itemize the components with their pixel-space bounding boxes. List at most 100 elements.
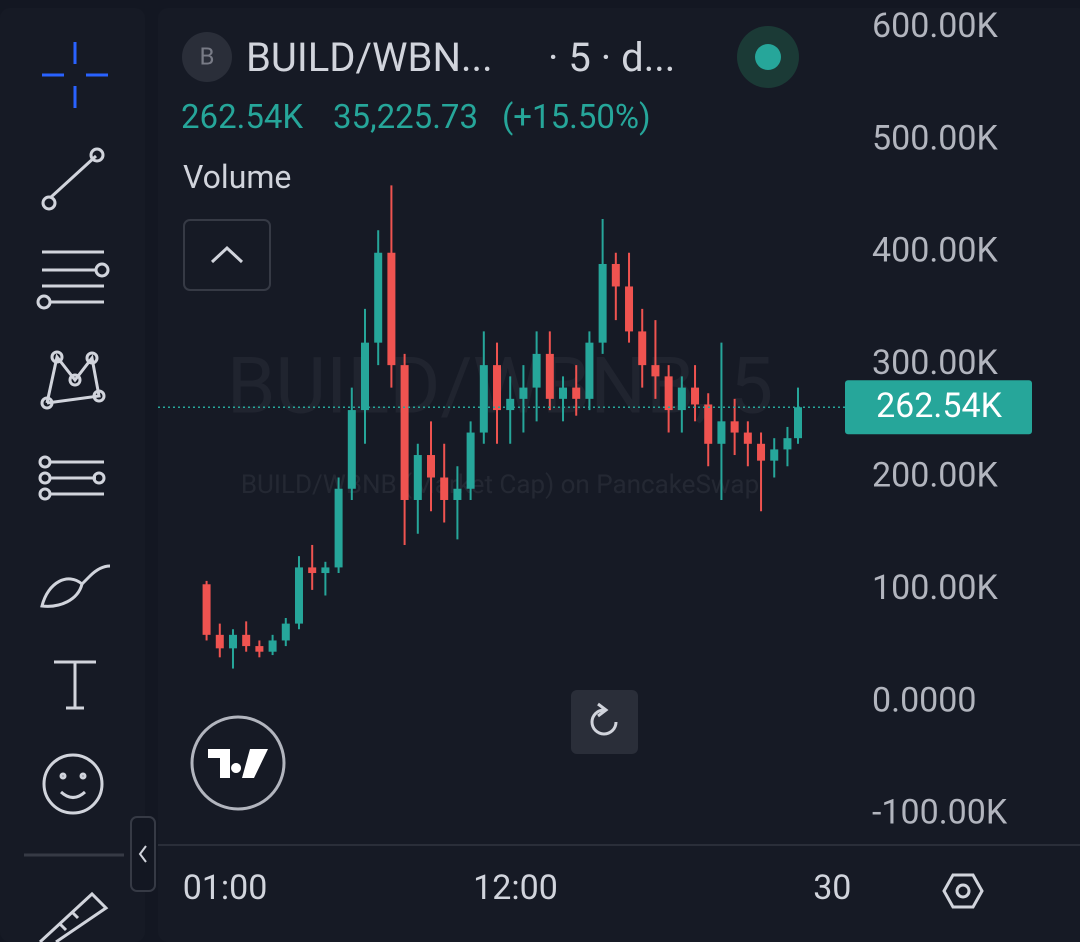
collapse-indicator-arrow[interactable]	[210, 245, 244, 264]
candle-body	[506, 398, 515, 411]
candle-body	[572, 387, 581, 399]
fib-tool[interactable]	[36, 250, 110, 310]
symbol: BUILD/WBN...	[246, 34, 493, 81]
candle-body	[770, 449, 779, 461]
y-tick-label: 600.00K	[872, 6, 999, 46]
candle-body	[638, 331, 647, 366]
last-price-box	[845, 380, 1032, 435]
candle-body	[321, 567, 330, 574]
tv-logo	[190, 715, 286, 811]
candle-body	[677, 387, 686, 411]
candle-body	[730, 421, 739, 433]
candle-body	[413, 455, 422, 500]
plot	[158, 185, 845, 669]
candle-body	[453, 488, 462, 500]
candle-body	[559, 387, 568, 399]
y-tick-label: 300.00K	[872, 343, 999, 383]
candle-body	[255, 646, 264, 652]
reset-box[interactable]	[571, 690, 638, 754]
y-tick-label: 200.00K	[872, 455, 999, 495]
candle-body	[479, 365, 488, 433]
symbol-badge-bg	[182, 32, 232, 82]
y-tick-label: 0.0000	[872, 680, 977, 720]
symbol-badge: B	[200, 42, 215, 70]
candle-body	[598, 263, 607, 343]
candle-body	[347, 410, 356, 489]
reset-arc[interactable]	[590, 708, 618, 736]
price: 262.54K	[181, 98, 304, 137]
candle-body	[281, 623, 290, 641]
candle-body	[294, 567, 303, 624]
candle-body	[794, 407, 803, 439]
candle-body	[400, 365, 409, 500]
candle-body	[625, 286, 634, 332]
candle-body	[664, 376, 673, 411]
reset-button[interactable]	[571, 690, 638, 754]
candle-body	[783, 438, 792, 450]
projection-tool[interactable]	[38, 455, 106, 501]
candle-body	[585, 342, 594, 399]
candle-body	[757, 443, 766, 461]
candle-body	[334, 488, 343, 568]
candle-body	[691, 387, 700, 405]
settings-dot[interactable]	[955, 883, 971, 899]
settings-hex[interactable]	[942, 873, 984, 909]
candle-body	[427, 455, 436, 478]
candle-body	[532, 353, 541, 388]
trendline-tool[interactable]	[41, 147, 105, 211]
x-tick-label: 30	[813, 868, 851, 908]
brush-tool[interactable]	[40, 564, 111, 608]
candle-body	[493, 365, 502, 411]
candle-body	[374, 252, 383, 343]
candle-body	[545, 353, 554, 399]
candle-body	[202, 584, 211, 635]
x-tick-label: 01:00	[183, 868, 268, 908]
change: 35,225.73	[333, 98, 479, 137]
text-tool[interactable]	[54, 660, 96, 710]
pattern-tool[interactable]	[40, 350, 106, 410]
candle-body	[268, 640, 277, 652]
candle-body	[611, 263, 620, 287]
status-dot	[755, 44, 781, 70]
candle-body	[466, 432, 475, 489]
settings-button[interactable]	[942, 873, 984, 909]
candle-body	[743, 432, 752, 444]
collapse-indicator[interactable]	[183, 219, 271, 291]
candle-body	[704, 404, 713, 444]
watermark-subtitle: BUILD/WBNB (Market Cap) on PancakeSwap	[241, 470, 759, 500]
candle-body	[440, 477, 449, 500]
x-tick-label: 12:00	[473, 868, 558, 908]
toolbar	[0, 8, 145, 942]
interval: · 5 · d...	[548, 34, 676, 81]
y-tick-label: 400.00K	[872, 231, 999, 271]
candle-body	[387, 252, 396, 366]
change-pct: (+15.50%)	[502, 98, 651, 137]
candle-body	[519, 387, 528, 399]
emoji-tool[interactable]	[42, 753, 104, 815]
candle-body	[242, 634, 251, 647]
ruler-tool[interactable]	[38, 891, 109, 942]
last-price-label: 262.54K	[876, 386, 1003, 426]
crosshair-tool[interactable]	[42, 42, 108, 108]
chart-panel	[158, 8, 1080, 942]
toolbar-icons	[24, 42, 124, 942]
candle-body	[308, 567, 317, 574]
axes: 600.00K 500.00K 400.00K 300.00K 200.00K 100.0…	[158, 6, 1080, 908]
y-tick-label: -100.00K	[872, 793, 1008, 833]
indicator-name: Volume	[183, 158, 292, 196]
candle-body	[228, 634, 237, 649]
logo-circle	[190, 715, 286, 811]
reset-head[interactable]	[597, 702, 609, 718]
candle-body	[360, 342, 369, 411]
collapse-arrow[interactable]	[138, 845, 147, 863]
collapse-button[interactable]	[130, 816, 156, 892]
logo-mark	[208, 749, 268, 778]
candle-body	[717, 421, 726, 444]
y-tick-label: 100.00K	[872, 568, 999, 608]
y-tick-label: 500.00K	[872, 118, 999, 158]
candle-body	[215, 634, 224, 649]
candle-body	[651, 365, 660, 377]
collapse-box[interactable]	[130, 816, 156, 892]
